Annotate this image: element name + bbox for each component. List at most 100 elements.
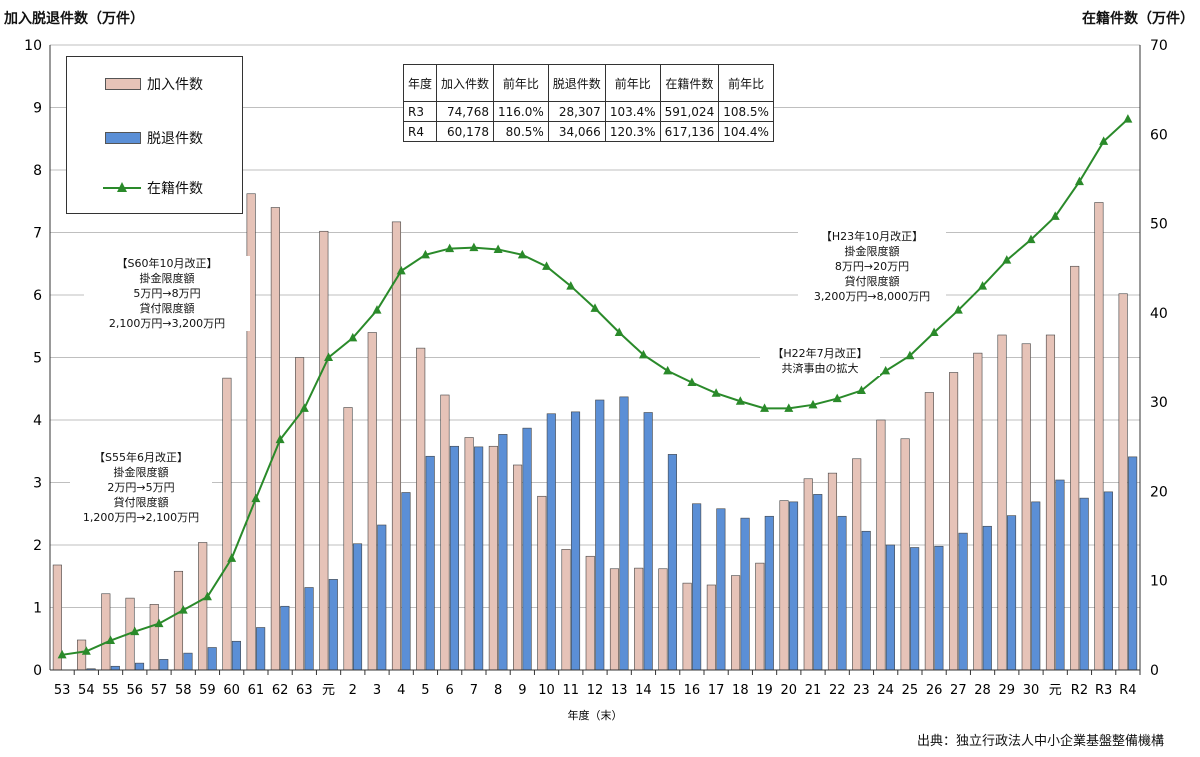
point-enrolled <box>420 249 430 259</box>
x-tick-label: 7 <box>470 683 478 698</box>
point-enrolled <box>978 281 988 290</box>
table-cell: 80.5% <box>493 121 549 142</box>
bar-withdrawals <box>304 587 314 671</box>
bar-joins <box>488 445 498 671</box>
table-cell: 104.4% <box>718 121 774 142</box>
bar-withdrawals <box>1006 515 1017 671</box>
bar-joins <box>755 562 765 671</box>
x-axis-title: 年度（末） <box>568 708 623 722</box>
bar-joins <box>464 437 474 671</box>
x-tick-label: 13 <box>611 683 628 698</box>
bar-withdrawals <box>958 532 968 671</box>
bar-joins <box>561 549 571 671</box>
bar-joins <box>585 555 595 671</box>
bar-joins <box>803 478 813 671</box>
point-enrolled <box>905 350 915 360</box>
bar-withdrawals <box>183 652 193 671</box>
bar-withdrawals <box>352 543 363 671</box>
legend-item-enrolled: 在籍件数 <box>67 173 242 203</box>
point-enrolled <box>638 349 648 359</box>
table-row: R4 60,178 80.5% 34,066 120.3% 617,136 10… <box>402 121 774 142</box>
table-cell: 108.5% <box>718 101 774 122</box>
point-enrolled <box>154 618 164 628</box>
x-tick-label: 59 <box>199 683 216 698</box>
table-cell: 34,066 <box>547 121 606 142</box>
bar-withdrawals <box>110 665 120 671</box>
stats-header-cell: 前年比 <box>493 64 549 102</box>
point-enrolled <box>929 327 939 336</box>
bar-joins <box>513 464 523 671</box>
annotation-line: 共済事由の拡大 <box>781 362 859 375</box>
x-tick-label: R4 <box>1119 683 1136 698</box>
point-enrolled <box>1002 255 1012 264</box>
point-enrolled <box>106 635 116 645</box>
legend: 加入件数 脱退件数 在籍件数 <box>66 56 243 214</box>
bar-joins <box>319 230 329 671</box>
right-tick-label: 0 <box>1150 663 1159 679</box>
left-tick-label: 3 <box>33 476 42 492</box>
bar-joins <box>149 604 159 671</box>
x-tick-label: 30 <box>1023 683 1040 698</box>
x-tick-label: 25 <box>902 683 919 698</box>
bar-withdrawals <box>764 515 774 671</box>
annotation-line: 【H22年7月改正】 <box>772 347 868 360</box>
bar-withdrawals <box>522 427 532 671</box>
x-tick-label: 27 <box>950 683 967 698</box>
point-enrolled <box>590 303 600 312</box>
annotation-line: 貸付限度額 <box>139 302 195 315</box>
left-tick-label: 2 <box>33 538 42 554</box>
annotation-line: 5万円→8万円 <box>133 287 201 300</box>
stats-header-cell: 加入件数 <box>436 64 495 102</box>
point-enrolled <box>614 327 624 336</box>
bar-withdrawals <box>474 446 484 671</box>
bar-withdrawals <box>934 545 944 671</box>
point-enrolled <box>1050 211 1060 220</box>
x-tick-label: R3 <box>1095 683 1112 698</box>
bar-joins <box>1094 202 1104 671</box>
x-tick-label: 20 <box>781 683 798 698</box>
x-tick-label: 9 <box>518 683 526 698</box>
point-enrolled <box>881 365 891 375</box>
legend-label-joins: 加入件数 <box>147 77 203 93</box>
bar-joins <box>973 352 983 671</box>
left-tick-label: 6 <box>33 288 42 304</box>
point-enrolled <box>348 332 358 342</box>
bar-withdrawals <box>1031 501 1041 671</box>
bar-joins <box>609 568 620 671</box>
line-layer <box>57 114 1133 659</box>
point-enrolled <box>275 434 285 444</box>
bar-withdrawals <box>256 627 266 671</box>
table-cell: 116.0% <box>493 101 549 122</box>
x-tick-label: 53 <box>54 683 71 698</box>
table-cell: 120.3% <box>604 121 661 142</box>
annotation-line: 2万円→5万円 <box>107 481 175 494</box>
x-tick-label: 6 <box>446 683 454 698</box>
legend-swatch-withdrawals <box>105 132 141 144</box>
legend-label-enrolled: 在籍件数 <box>147 181 203 197</box>
left-axis-title: 加入脱退件数（万件） <box>4 11 144 27</box>
x-tick-label: 5 <box>421 683 429 698</box>
bar-joins <box>827 472 838 671</box>
bar-withdrawals <box>861 530 871 671</box>
point-enrolled <box>663 365 673 375</box>
bar-joins <box>198 542 208 671</box>
x-tick-label: 26 <box>926 683 943 698</box>
right-tick-label: 70 <box>1150 38 1168 54</box>
bar-joins <box>440 394 450 671</box>
bar-joins <box>367 332 377 671</box>
point-enrolled <box>130 626 140 636</box>
annotation-line: 掛金限度額 <box>113 466 169 479</box>
point-enrolled <box>372 305 382 314</box>
annotation-line: 1,200万円→2,100万円 <box>82 511 200 524</box>
bar-joins <box>173 570 184 671</box>
point-enrolled <box>953 305 963 314</box>
table-cell: R3 <box>402 101 438 122</box>
bar-withdrawals <box>667 454 677 671</box>
bar-joins <box>924 392 934 671</box>
legend-label-withdrawals: 脱退件数 <box>147 131 203 147</box>
bar-withdrawals <box>740 517 750 671</box>
point-enrolled <box>1123 114 1133 123</box>
x-tick-label: 2 <box>349 683 357 698</box>
bar-joins <box>949 372 959 671</box>
x-tick-label: 60 <box>223 683 240 698</box>
